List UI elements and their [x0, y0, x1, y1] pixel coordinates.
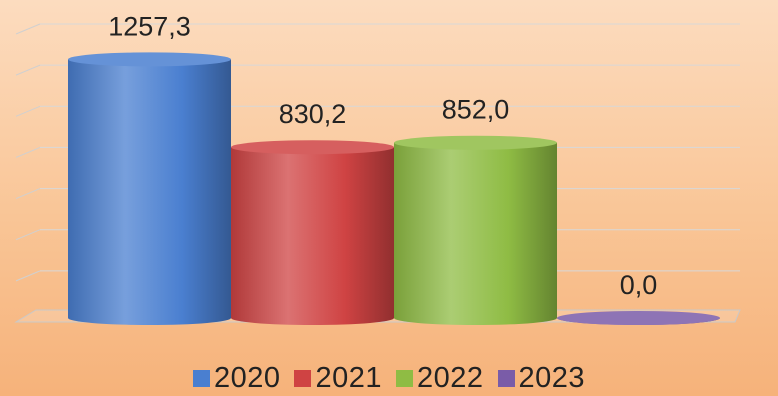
legend-swatch-2020	[192, 370, 210, 387]
legend-label-2022: 2022	[417, 362, 484, 394]
legend-swatch-2021	[294, 370, 312, 387]
bar-top-2020	[68, 52, 231, 67]
data-label-2022: 852,0	[442, 95, 510, 125]
gridline-side	[15, 23, 41, 35]
legend-item-2020: 2020	[192, 362, 281, 395]
legend-swatch-2022	[396, 370, 413, 387]
legend: 2020 2021 2022 2023	[0, 362, 778, 395]
legend-item-2023: 2023	[497, 362, 586, 395]
legend-label-2020: 2020	[213, 362, 281, 394]
gridline-side	[15, 64, 41, 76]
gridline-side	[15, 270, 41, 282]
legend-item-2022: 2022	[396, 362, 484, 395]
gridline-side	[15, 229, 41, 241]
bar-top-2023	[557, 311, 720, 325]
gridline-side	[15, 188, 41, 200]
data-label-2021: 830,2	[279, 99, 347, 129]
bar-top-2022	[394, 135, 557, 150]
data-label-2020: 1257,3	[108, 11, 191, 41]
legend-swatch-2023	[497, 370, 515, 387]
legend-label-2023: 2023	[518, 362, 586, 394]
bar-2020	[68, 59, 231, 325]
bar-top-2021	[231, 140, 394, 155]
bar-2021	[231, 147, 394, 325]
bar-2022	[394, 142, 557, 325]
legend-label-2021: 2021	[315, 362, 382, 394]
data-label-2023: 0,0	[620, 270, 658, 300]
gridline-side	[15, 146, 41, 158]
legend-item-2021: 2021	[294, 362, 382, 395]
gridline-side	[15, 105, 41, 117]
